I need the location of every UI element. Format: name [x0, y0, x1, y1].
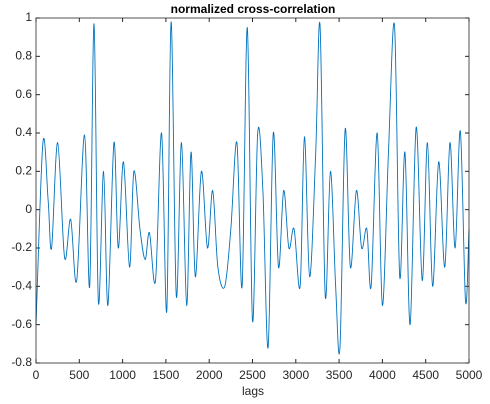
y-tick-label: 1 — [25, 10, 32, 24]
x-tick-label: 5000 — [456, 368, 483, 382]
y-tick-label: -0.6 — [11, 317, 32, 331]
x-tick-label: 3500 — [326, 368, 353, 382]
x-tick-label: 3000 — [282, 368, 309, 382]
y-tick-label: -0.4 — [11, 279, 32, 293]
x-tick-label: 2000 — [196, 368, 223, 382]
x-tick-label: 4000 — [369, 368, 396, 382]
y-tick-label: -0.8 — [11, 355, 32, 369]
data-line — [35, 21, 470, 355]
x-axis-label: lags — [242, 384, 264, 398]
axes-box — [35, 17, 470, 364]
x-tick-label: 2500 — [239, 368, 266, 382]
y-tick-label: -0.2 — [11, 240, 32, 254]
y-tick-label: 0.4 — [15, 125, 32, 139]
x-tick-label: 0 — [33, 368, 40, 382]
y-tick-label: 0 — [25, 202, 32, 216]
x-tick-label: 1000 — [109, 368, 136, 382]
y-tick-label: 0.2 — [15, 164, 32, 178]
x-tick-label: 4500 — [412, 368, 439, 382]
y-tick-label: 0.6 — [15, 87, 32, 101]
x-tick-label: 1500 — [153, 368, 180, 382]
x-tick-label: 500 — [69, 368, 89, 382]
y-tick-label: 0.8 — [15, 49, 32, 63]
chart-title: normalized cross-correlation — [171, 2, 336, 16]
